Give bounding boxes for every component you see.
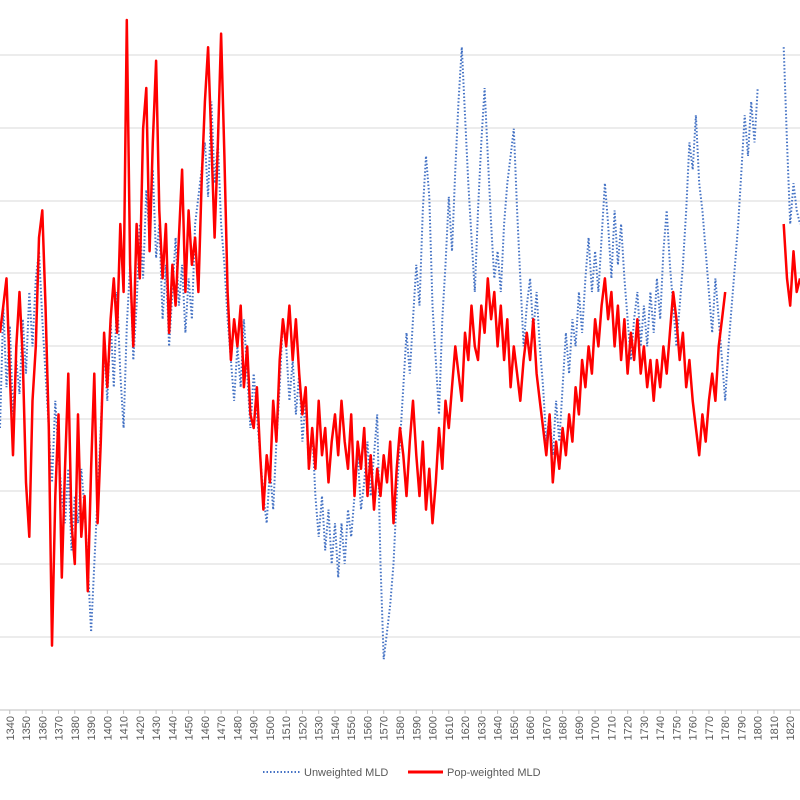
x-tick-label: 1610 [444,716,456,740]
x-tick-label: 1370 [54,716,66,740]
legend-label-pop-weighted: Pop-weighted MLD [447,767,541,779]
x-tick-label: 1430 [151,716,163,740]
x-tick-label: 1660 [525,716,537,740]
legend: Unweighted MLD Pop-weighted MLD [263,767,541,779]
x-tick-label: 1600 [428,716,440,740]
gridlines [0,54,800,638]
x-tick-label: 1810 [769,716,781,740]
x-tick-label: 1410 [119,716,131,740]
x-tick-label: 1680 [558,716,570,740]
x-tick-label: 1570 [379,716,391,740]
x-tick-label: 1520 [297,716,309,740]
x-tick-label: 1420 [135,716,147,740]
series-line-unweighted [782,47,800,225]
x-tick-label: 1470 [216,716,228,740]
x-tick-label: 1640 [493,716,505,740]
x-tick-label: 1720 [623,716,635,740]
x-tick-label: 1800 [753,716,765,740]
legend-label-unweighted: Unweighted MLD [304,767,388,779]
x-tick-label: 1350 [21,716,33,740]
x-tick-label: 1670 [541,716,553,740]
x-axis-ticks: 1340 1350 1360 1370 1380 1390 1400 1410 1420 1430… [5,710,797,740]
series-line-pop-weighted [782,223,800,307]
series-group [0,18,800,660]
x-tick-label: 1620 [460,716,472,740]
x-tick-label: 1500 [265,716,277,740]
x-tick-label: 1390 [86,716,98,740]
x-tick-label: 1540 [330,716,342,740]
x-tick-label: 1440 [167,716,179,740]
x-tick-label: 1450 [184,716,196,740]
x-tick-label: 1530 [314,716,326,740]
x-tick-label: 1780 [720,716,732,740]
x-tick-label: 1360 [37,716,49,740]
x-tick-label: 1380 [70,716,82,740]
x-tick-label: 1550 [346,716,358,740]
x-tick-label: 1740 [655,716,667,740]
x-tick-label: 1490 [249,716,261,740]
x-tick-label: 1710 [606,716,618,740]
x-tick-label: 1340 [5,716,17,740]
x-tick-label: 1560 [362,716,374,740]
x-tick-label: 1790 [736,716,748,740]
x-tick-label: 1590 [411,716,423,740]
x-tick-label: 1820 [785,716,797,740]
x-tick-label: 1760 [688,716,700,740]
x-tick-label: 1400 [102,716,114,740]
x-tick-label: 1650 [509,716,521,740]
x-tick-label: 1480 [232,716,244,740]
x-tick-label: 1580 [395,716,407,740]
x-tick-label: 1460 [200,716,212,740]
x-tick-label: 1770 [704,716,716,740]
x-tick-label: 1630 [476,716,488,740]
x-tick-label: 1750 [671,716,683,740]
x-tick-label: 1700 [590,716,602,740]
series-line-pop-weighted [0,18,727,647]
x-tick-label: 1510 [281,716,293,740]
x-tick-label: 1730 [639,716,651,740]
x-tick-label: 1690 [574,716,586,740]
